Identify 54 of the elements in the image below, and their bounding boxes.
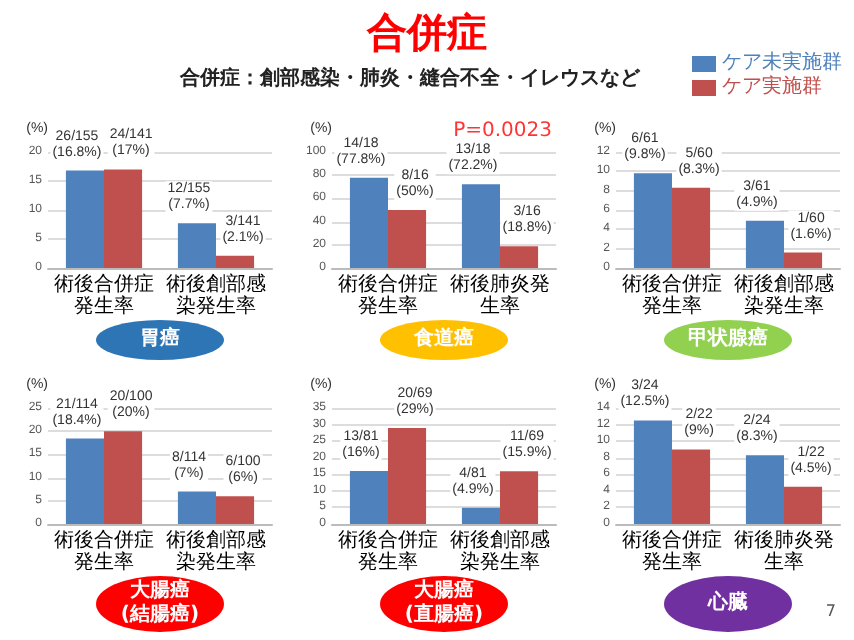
legend-label: ケア未実施群 — [722, 52, 842, 75]
bar — [500, 471, 539, 524]
x-tick-label: 術後肺炎発生率 — [734, 528, 834, 574]
chart-title: 合併症 — [367, 8, 487, 56]
ellipse-badge: 心臓 — [664, 576, 792, 632]
bar — [500, 246, 539, 268]
ellipse-badge: 胃癌 — [96, 320, 224, 360]
bar — [784, 252, 823, 268]
ellipse-badge: 大腸癌(結腸癌) — [96, 576, 224, 632]
bar — [672, 187, 711, 268]
x-tick-label: 術後合併症発生率 — [54, 272, 154, 318]
legend-label: ケア実施群 — [722, 76, 822, 100]
bar — [461, 507, 500, 524]
bar — [177, 223, 216, 268]
bar — [216, 496, 255, 524]
x-axis-title: 大腸癌(結腸癌) — [118, 580, 202, 628]
x-tick-label: 術後肺炎発生率 — [450, 272, 550, 318]
bar — [177, 491, 216, 524]
x-axis-title: 心臓 — [705, 592, 750, 616]
bar — [216, 255, 255, 268]
bar — [65, 438, 104, 524]
bar — [461, 184, 500, 268]
x-axis-title: 食道癌 — [412, 328, 476, 352]
bar — [349, 470, 388, 524]
x-tick-label: 術後合併症発生率 — [622, 272, 722, 318]
bar — [388, 427, 427, 524]
x-tick-label: 術後創部感染発生率 — [734, 272, 834, 318]
ellipse-badge: 甲状腺癌 — [664, 320, 792, 360]
x-tick-label: 術後合併症発生率 — [622, 528, 722, 574]
x-axis-title: 大腸癌(直腸癌) — [402, 580, 486, 628]
bar — [745, 455, 784, 524]
x-axis-title: 甲状腺癌 — [686, 328, 770, 352]
text: P=0.0023 — [453, 120, 552, 142]
text: 7 — [825, 602, 836, 620]
chart-subtitle: 合併症：創部感染・肺炎・縫合不全・イレウスなど — [178, 65, 642, 92]
bar — [633, 173, 672, 268]
bar — [784, 486, 823, 524]
bar — [104, 169, 143, 268]
bar — [672, 449, 711, 524]
x-tick-label: 術後合併症発生率 — [54, 528, 154, 574]
x-tick-label: 術後創部感染発生率 — [166, 272, 266, 318]
bar — [388, 210, 427, 268]
ellipse-badge: 大腸癌(直腸癌) — [380, 576, 508, 632]
bar — [349, 177, 388, 268]
x-tick-label: 術後合併症発生率 — [338, 528, 438, 574]
x-axis-title: 胃癌 — [138, 328, 182, 352]
ellipse-badge: 食道癌 — [380, 320, 508, 360]
bar — [65, 170, 104, 268]
bar — [633, 420, 672, 524]
x-tick-label: 術後合併症発生率 — [338, 272, 438, 318]
x-tick-label: 術後創部感染発生率 — [450, 528, 550, 574]
bar — [745, 220, 784, 268]
x-tick-label: 術後創部感染発生率 — [166, 528, 266, 574]
bar — [104, 431, 143, 524]
